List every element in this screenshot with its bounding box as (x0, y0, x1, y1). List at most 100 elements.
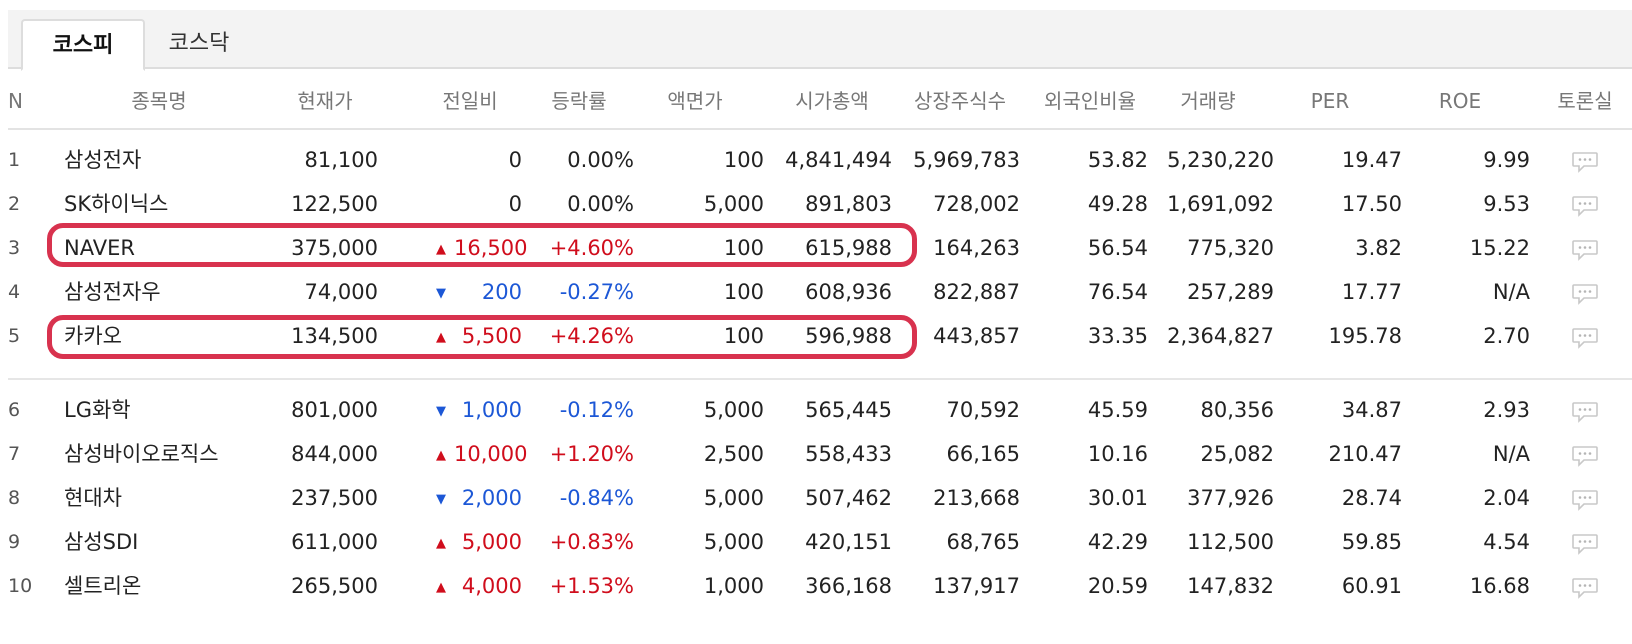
foreign-ratio: 76.54 (1087, 280, 1148, 304)
up-triangle-icon: ▲ (436, 448, 446, 463)
header-roe[interactable]: ROE (1438, 89, 1482, 113)
discussion-button[interactable] (1548, 431, 1622, 477)
stock-name-link[interactable]: LG화학 (64, 398, 131, 422)
roe-value: 4.54 (1483, 530, 1530, 554)
per-value: 34.87 (1341, 398, 1402, 422)
header-per[interactable]: PER (1310, 89, 1350, 113)
discussion-button[interactable] (1548, 137, 1622, 183)
header-price[interactable]: 현재가 (297, 89, 353, 113)
header-foreign-ratio[interactable]: 외국인비율 (1044, 89, 1136, 113)
change-rate: -0.27% (559, 280, 634, 304)
discussion-button[interactable] (1548, 519, 1622, 565)
face-value: 1,000 (703, 574, 764, 598)
trading-volume: 112,500 (1187, 530, 1274, 554)
speech-bubble-icon (1572, 578, 1598, 599)
price-change: ▲ 4,000 (390, 563, 522, 609)
roe-value: 2.70 (1483, 324, 1530, 348)
stock-name-link[interactable]: SK하이닉스 (64, 192, 169, 216)
header-change[interactable]: 전일비 (442, 89, 498, 113)
price-change: ▲ 5,500 (390, 313, 522, 359)
change-rate: 0.00% (567, 192, 634, 216)
stock-name-link[interactable]: 삼성전자우 (64, 280, 161, 304)
table-header: N 종목명 현재가 전일비 등락률 액면가 시가총액 상장주식수 외국인비율 거… (0, 78, 1632, 124)
trading-volume: 1,691,092 (1167, 192, 1274, 216)
market-tabbar: 코스피 코스닥 (8, 10, 1632, 71)
down-triangle-icon: ▼ (436, 492, 446, 507)
group-divider (8, 378, 1632, 380)
trading-volume: 25,082 (1200, 442, 1274, 466)
table-row: 8 현대차 237,500 ▼ 2,000 -0.84% 5,000 507,462 213,6… (0, 475, 1632, 521)
discussion-button[interactable] (1548, 313, 1622, 359)
price-change-value: 0 (508, 148, 522, 172)
change-rate: +1.53% (549, 574, 634, 598)
change-rate: +4.60% (549, 236, 634, 260)
tab-kospi[interactable]: 코스피 (21, 19, 145, 71)
stock-name-link[interactable]: 삼성SDI (64, 530, 139, 554)
stock-name-link[interactable]: NAVER (64, 236, 135, 260)
header-n[interactable]: N (8, 89, 23, 113)
stock-name-link[interactable]: 셀트리온 (64, 574, 142, 598)
trading-volume: 5,230,220 (1167, 148, 1274, 172)
change-rate: +1.20% (549, 442, 634, 466)
current-price: 844,000 (291, 442, 378, 466)
up-triangle-icon: ▲ (436, 242, 446, 257)
up-triangle-icon: ▲ (436, 330, 446, 345)
price-change: 0 (390, 181, 522, 227)
change-rate: -0.12% (559, 398, 634, 422)
face-value: 100 (723, 148, 764, 172)
header-rate[interactable]: 등락률 (551, 89, 607, 113)
current-price: 375,000 (291, 236, 378, 260)
header-volume[interactable]: 거래량 (1180, 89, 1236, 113)
per-value: 60.91 (1341, 574, 1402, 598)
highlight-box-naver (47, 223, 917, 267)
face-value: 5,000 (703, 192, 764, 216)
roe-value: 2.04 (1483, 486, 1530, 510)
market-cap: 891,803 (805, 192, 892, 216)
market-cap: 596,988 (805, 324, 892, 348)
header-name[interactable]: 종목명 (131, 89, 187, 113)
speech-bubble-icon (1572, 402, 1598, 423)
roe-value: 2.93 (1483, 398, 1530, 422)
stock-name-link[interactable]: 카카오 (64, 324, 122, 348)
table-row: 5 카카오 134,500 ▲ 5,500 +4.26% 100 596,988 443,857… (0, 313, 1632, 359)
stock-name-link[interactable]: 삼성바이오로직스 (64, 442, 219, 466)
table-row: 7 삼성바이오로직스 844,000 ▲ 10,000 +1.20% 2,500 558,43… (0, 431, 1632, 477)
price-change-value: 16,500 (454, 236, 528, 260)
header-market-cap[interactable]: 시가총액 (795, 89, 869, 113)
price-change: ▼ 1,000 (390, 387, 522, 433)
trading-volume: 775,320 (1187, 236, 1274, 260)
change-rate: 0.00% (567, 148, 634, 172)
stock-name-link[interactable]: 현대차 (64, 486, 122, 510)
face-value: 5,000 (703, 398, 764, 422)
header-listed-shares[interactable]: 상장주식수 (914, 89, 1006, 113)
trading-volume: 257,289 (1187, 280, 1274, 304)
up-triangle-icon: ▲ (436, 536, 446, 551)
discussion-button[interactable] (1548, 225, 1622, 271)
foreign-ratio: 45.59 (1087, 398, 1148, 422)
table-row: 1 삼성전자 81,100 0 0.00% 100 4,841,494 5,969,783 53… (0, 137, 1632, 183)
row-number: 9 (8, 531, 21, 553)
header-face-value[interactable]: 액면가 (667, 89, 723, 113)
speech-bubble-icon (1572, 446, 1598, 467)
price-change: 0 (390, 137, 522, 183)
tab-kosdaq[interactable]: 코스닥 (168, 31, 230, 56)
roe-value: N/A (1492, 280, 1530, 304)
discussion-button[interactable] (1548, 181, 1622, 227)
per-value: 19.47 (1341, 148, 1402, 172)
discussion-button[interactable] (1548, 475, 1622, 521)
roe-value: 9.53 (1483, 192, 1530, 216)
listed-shares: 68,765 (946, 530, 1020, 554)
discussion-button[interactable] (1548, 269, 1622, 315)
row-number: 10 (8, 575, 33, 597)
stock-name-link[interactable]: 삼성전자 (64, 148, 142, 172)
price-change-value: 2,000 (461, 486, 522, 510)
discussion-button[interactable] (1548, 563, 1622, 609)
face-value: 100 (723, 236, 764, 260)
header-discussion: 토론실 (1557, 89, 1613, 113)
discussion-button[interactable] (1548, 387, 1622, 433)
listed-shares: 66,165 (946, 442, 1020, 466)
per-value: 195.78 (1328, 324, 1402, 348)
highlight-box-kakao (47, 315, 917, 359)
foreign-ratio: 33.35 (1087, 324, 1148, 348)
current-price: 134,500 (291, 324, 378, 348)
